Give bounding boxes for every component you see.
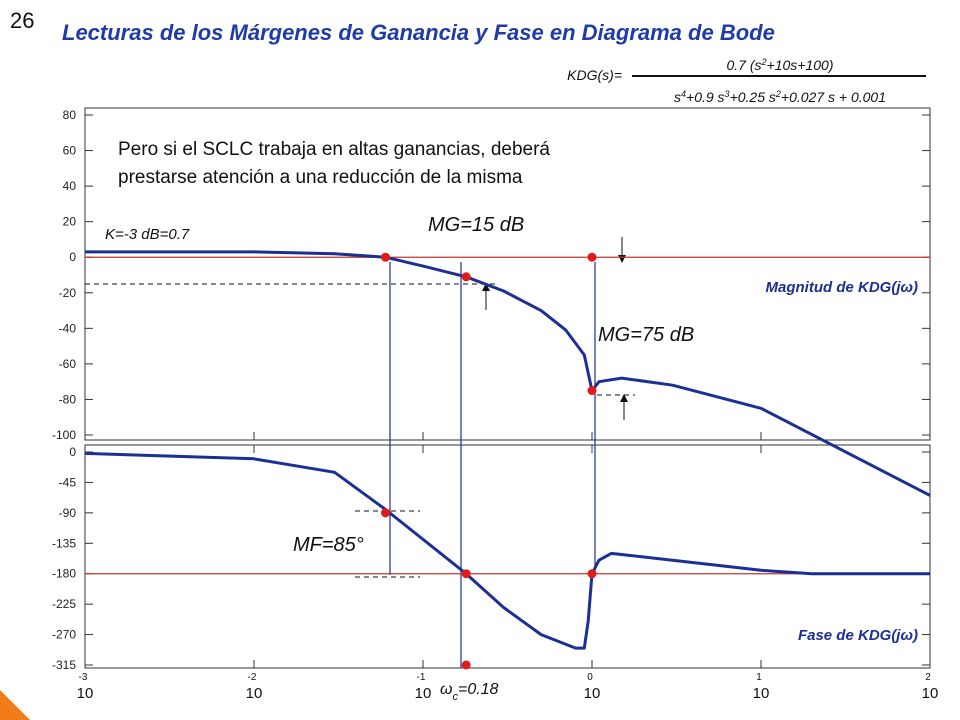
formula-lhs: KDG(s)= <box>567 67 622 83</box>
formula-exponent: 4 <box>681 89 686 99</box>
arrows <box>482 237 628 420</box>
series-line <box>85 250 931 497</box>
annotation: prestarse atención a una reducción de la… <box>118 167 523 188</box>
wc-subscript: c <box>452 691 458 703</box>
dashed-guides <box>85 283 635 578</box>
y-tick-label: -135 <box>52 536 76 550</box>
marker-point <box>461 272 471 282</box>
formula-part: +0.027 s + 0.001 <box>781 89 886 105</box>
y-tick-label: 0 <box>69 445 76 459</box>
marker-point <box>461 660 471 670</box>
magnitude-frame <box>84 107 931 441</box>
formula-exponent: 2 <box>775 89 781 99</box>
annotation: MF=85° <box>293 534 364 556</box>
x-tick-exponent: 1 <box>756 672 762 683</box>
formula-exponent: 2 <box>761 57 767 67</box>
legend-label: Magnitud de KDG(jω) <box>766 279 919 296</box>
y-tick-label: -40 <box>59 321 77 335</box>
x-tick-exponent: -1 <box>417 672 426 683</box>
annotation: K=-3 dB=0.7 <box>105 226 190 243</box>
page-number: 26 <box>10 8 34 33</box>
formula-part: 0.7 (s <box>727 57 762 73</box>
x-tick-exponent: -3 <box>79 672 88 683</box>
y-tick-label: -100 <box>52 428 76 442</box>
marker-point <box>381 508 391 518</box>
y-tick-label: 60 <box>63 144 77 158</box>
x-tick-label: 10 <box>77 685 94 702</box>
marker-point <box>587 386 597 396</box>
y-tick-label: -270 <box>52 628 76 642</box>
x-tick-exponent: 0 <box>587 672 593 683</box>
y-tick-label: -90 <box>59 506 77 520</box>
wc-value: =0.18 <box>458 681 499 698</box>
y-tick-label: 20 <box>63 215 77 229</box>
wc-symbol: ω <box>440 681 452 698</box>
x-tick-label: 10 <box>584 685 601 702</box>
series-line <box>84 451 930 650</box>
y-tick-label: -80 <box>59 392 77 406</box>
annotation: MG=75 dB <box>598 324 694 346</box>
y-tick-label: 40 <box>63 179 77 193</box>
x-tick-label: 10 <box>753 685 770 702</box>
y-tick-label: -20 <box>59 286 77 300</box>
formula-numerator: 0.7 (s2+10s+100) <box>727 57 834 73</box>
annotation: Pero si el SCLC trabaja en altas gananci… <box>118 139 550 160</box>
y-tick-label: 80 <box>63 108 77 122</box>
corner-decoration <box>0 690 30 720</box>
formula-exponent: 3 <box>725 89 730 99</box>
marker-point <box>587 569 597 579</box>
formula-part: +0.25 s <box>730 89 776 105</box>
y-tick-label: -315 <box>52 658 76 672</box>
formula-part: +0.9 s <box>686 89 725 105</box>
guides <box>389 262 596 668</box>
x-tick-label: 10 <box>246 685 263 702</box>
legend-label: Fase de KDG(jω) <box>798 627 918 644</box>
slide-title: Lecturas de los Márgenes de Ganancia y F… <box>62 20 775 45</box>
x-tick-label: 10 <box>922 685 939 702</box>
y-tick-label: -225 <box>52 597 76 611</box>
marker-point <box>587 252 597 262</box>
wc-label: ωc=0.18 <box>440 681 499 703</box>
y-tick-label: -180 <box>52 567 76 581</box>
x-tick-label: 10 <box>415 685 432 702</box>
formula-part: s <box>674 89 681 105</box>
y-tick-label: 0 <box>69 250 76 264</box>
marker-point <box>381 252 391 262</box>
x-tick-exponent: 2 <box>925 672 931 683</box>
formula-part: +10s+100) <box>767 57 834 73</box>
x-tick-exponent: -2 <box>248 672 257 683</box>
phase-frame <box>84 444 931 669</box>
annotation: MG=15 dB <box>428 214 524 236</box>
formula-denominator: s4+0.9 s3+0.25 s2+0.027 s + 0.001 <box>674 89 886 105</box>
y-tick-label: -45 <box>59 475 77 489</box>
marker-point <box>461 569 471 579</box>
y-tick-label: -60 <box>59 357 77 371</box>
